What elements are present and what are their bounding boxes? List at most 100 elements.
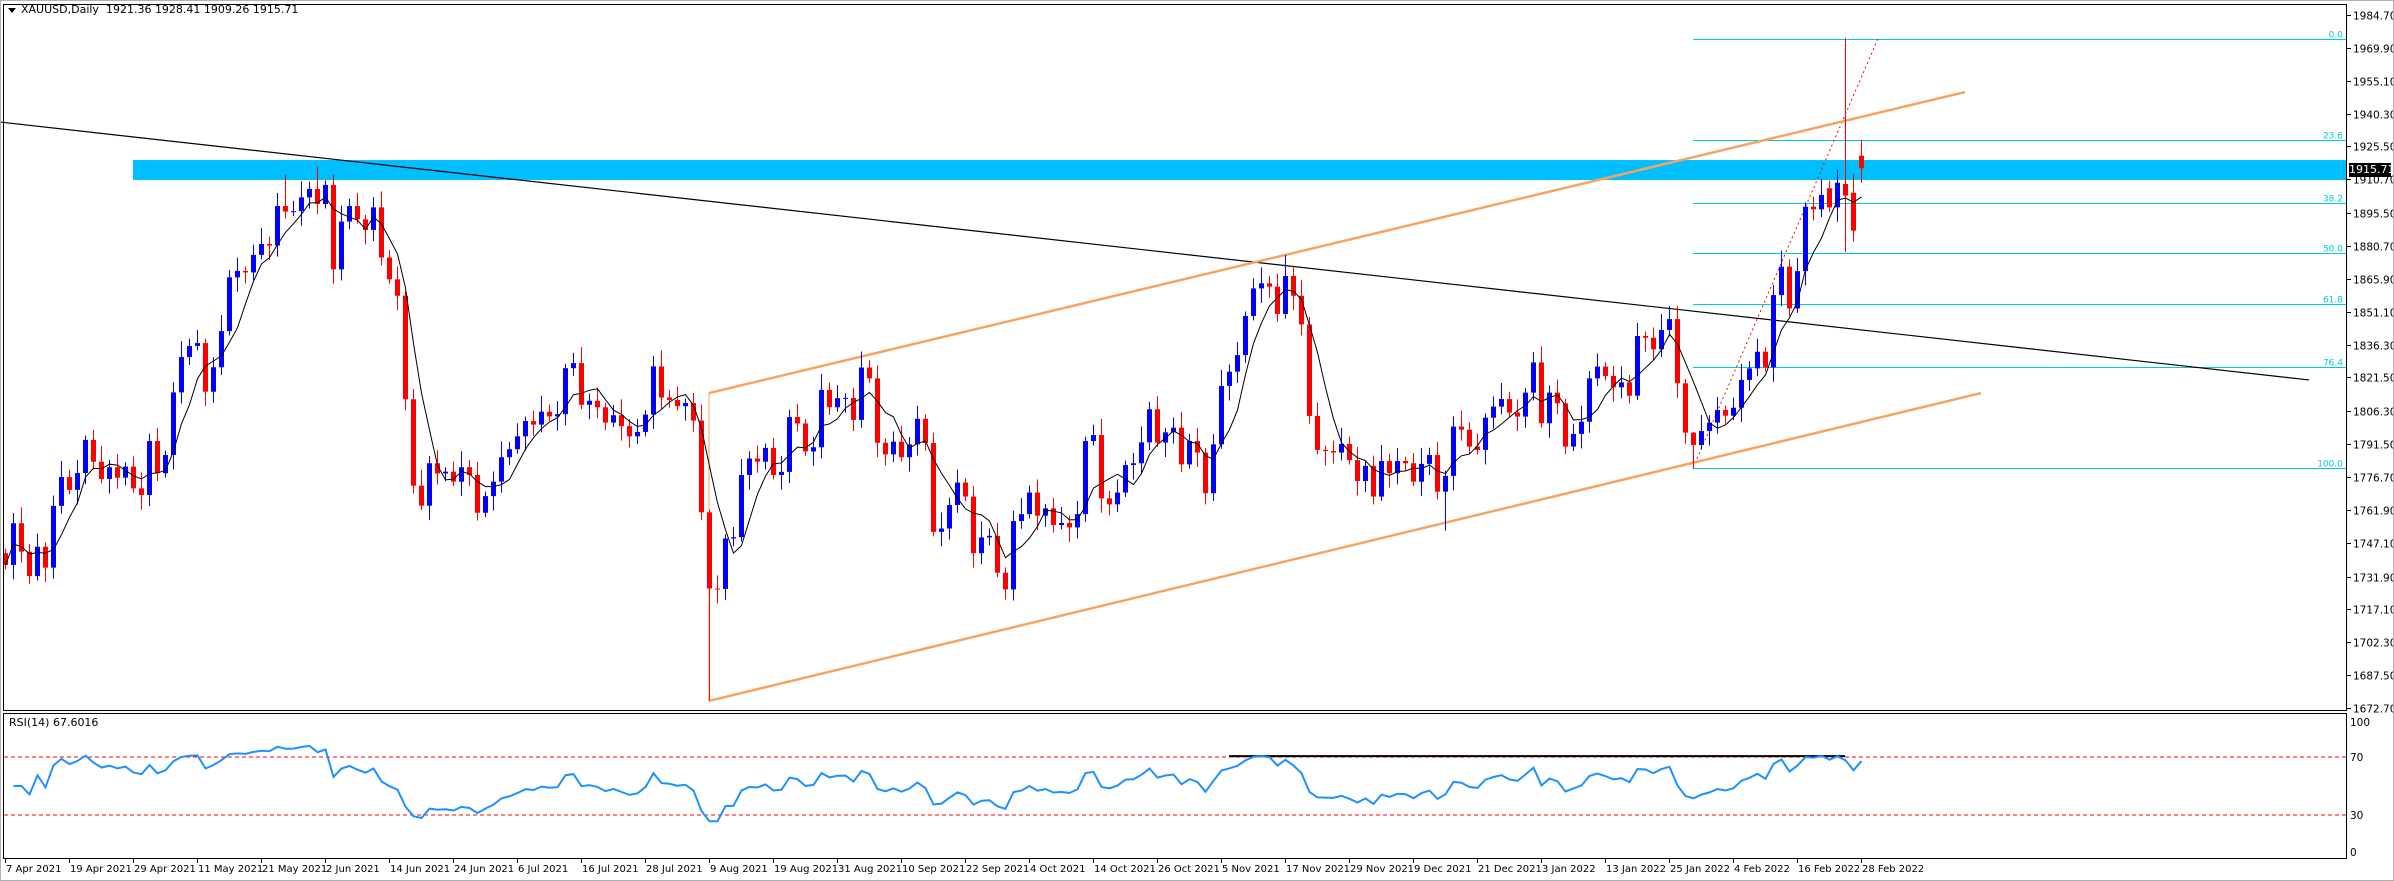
candle-body [571, 363, 576, 369]
candle [243, 266, 248, 284]
candle-body [907, 444, 912, 458]
candle [1859, 140, 1864, 183]
candle [627, 418, 632, 448]
candle-body [475, 475, 480, 513]
candle [163, 450, 168, 478]
candle-body [627, 426, 632, 437]
candle-body [155, 441, 160, 474]
candle-body [675, 399, 680, 407]
candle [379, 191, 384, 266]
candle-body [739, 475, 744, 538]
candle [1811, 196, 1816, 221]
candle [619, 399, 624, 441]
candle [451, 461, 456, 487]
candle [235, 257, 240, 292]
candle-body [643, 414, 648, 432]
candle-body [1819, 194, 1824, 210]
dropdown-triangle-icon[interactable] [8, 7, 16, 13]
candle [387, 250, 392, 284]
candle-body [1651, 337, 1656, 350]
candle [1835, 169, 1840, 222]
candle [1227, 364, 1232, 401]
date-axis-label: 16 Jul 2021 [582, 864, 639, 875]
candle-body [1723, 409, 1728, 416]
candle-body [83, 439, 88, 474]
price-axis-label: 1955.10 [2353, 77, 2394, 89]
price-axis-label: 1702.30 [2353, 638, 2394, 650]
candle [931, 432, 936, 537]
candle-body [515, 436, 520, 450]
candle-body [683, 403, 688, 407]
candle [1507, 391, 1512, 418]
candle-body [347, 206, 352, 222]
candle [875, 365, 880, 458]
candle [859, 351, 864, 428]
candle [1531, 352, 1536, 401]
candle-body [1803, 206, 1808, 272]
candle [771, 437, 776, 480]
candle [291, 200, 296, 217]
candle-body [499, 457, 504, 482]
fib-level-label: 38.2 [2323, 195, 2343, 205]
date-axis-label: 25 Jan 2022 [1670, 864, 1730, 875]
candle-body [1459, 426, 1464, 430]
candle-body [1339, 443, 1344, 453]
candle-body [1515, 412, 1520, 417]
candle [1387, 453, 1392, 488]
candle [1843, 37, 1848, 253]
candle-body [451, 471, 456, 482]
candle [795, 403, 800, 432]
candle-body [883, 442, 888, 455]
rsi-axis-label: 0 [2350, 847, 2357, 859]
candle-body [1235, 355, 1240, 372]
candle [683, 398, 688, 421]
candle-body [1363, 465, 1368, 482]
price-axis-label: 1940.30 [2353, 110, 2394, 122]
candle [995, 522, 1000, 578]
candle [27, 544, 32, 584]
candle-body [371, 207, 376, 231]
candle-body [715, 588, 720, 590]
candle-body [51, 505, 56, 568]
candle-body [459, 467, 464, 482]
candle [1827, 180, 1832, 212]
candle-body [1307, 324, 1312, 416]
candle [763, 443, 768, 470]
candle [651, 356, 656, 430]
candle-body [187, 345, 192, 358]
candle-body [123, 466, 128, 478]
candle-body [507, 449, 512, 458]
date-axis-label: 26 Oct 2021 [1158, 864, 1220, 875]
candle-body [619, 415, 624, 427]
candle [1315, 402, 1320, 455]
candle [1619, 366, 1624, 399]
candle [3, 548, 8, 570]
date-axis-label: 17 Nov 2021 [1286, 864, 1350, 875]
candle-body [235, 270, 240, 278]
candle-body [1475, 446, 1480, 450]
trendline-channel-lower [708, 391, 1982, 703]
candle-body [1627, 382, 1632, 396]
candle-body [1019, 514, 1024, 521]
candle-body [107, 467, 112, 480]
rsi-axis-label: 100 [2350, 717, 2370, 729]
candle [1211, 434, 1216, 501]
candle-body [483, 496, 488, 513]
candle [1635, 322, 1640, 401]
candle [123, 462, 128, 486]
price-axis-label: 1880.70 [2353, 242, 2394, 254]
candle-body [275, 206, 280, 246]
candle-body [787, 417, 792, 472]
candle-body [203, 343, 208, 392]
candle-body [1091, 435, 1096, 442]
candle [1691, 431, 1696, 469]
candle [987, 528, 992, 546]
price-axis-label: 1836.30 [2353, 341, 2394, 353]
price-axis-label: 1747.10 [2353, 539, 2394, 551]
candle [1715, 396, 1720, 434]
candle-body [179, 357, 184, 393]
candle [107, 459, 112, 494]
candle-body [1283, 275, 1288, 314]
candle-body [259, 244, 264, 255]
